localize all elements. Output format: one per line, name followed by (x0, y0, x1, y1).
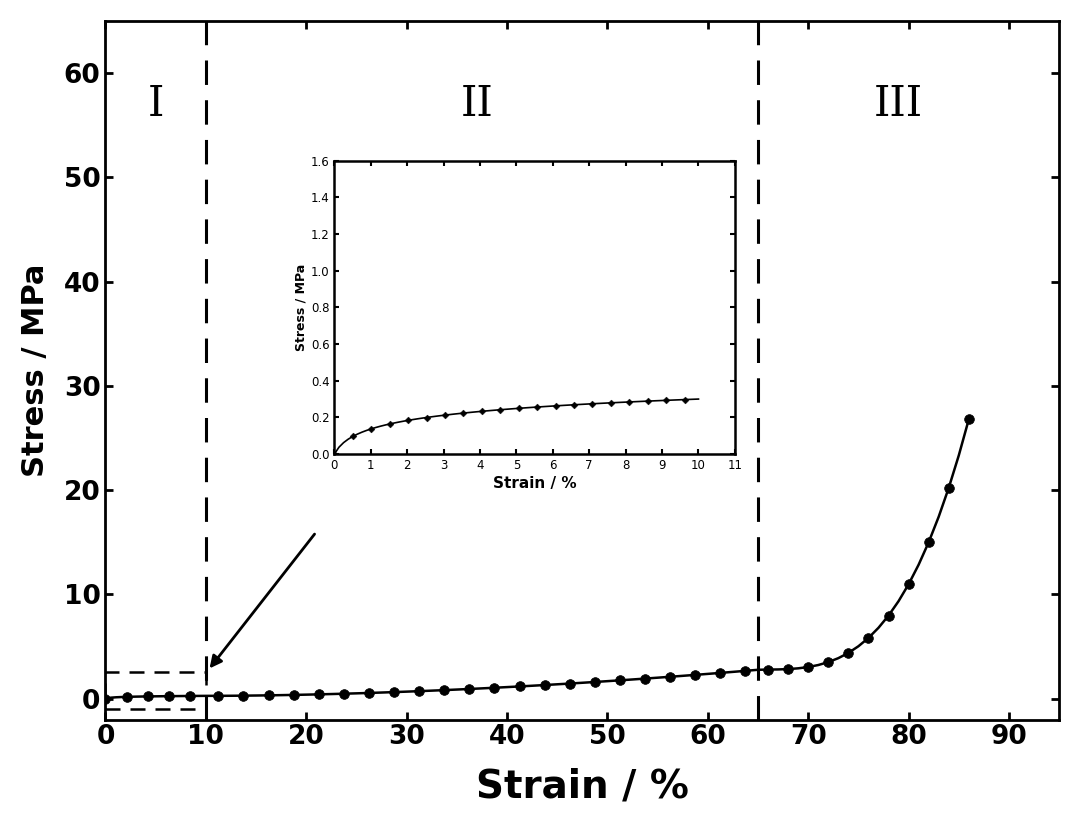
Text: II: II (460, 83, 494, 126)
Y-axis label: Stress / MPa: Stress / MPa (21, 263, 50, 477)
X-axis label: Strain / %: Strain / % (476, 767, 689, 805)
Text: I: I (148, 83, 164, 126)
Text: III: III (874, 83, 923, 126)
